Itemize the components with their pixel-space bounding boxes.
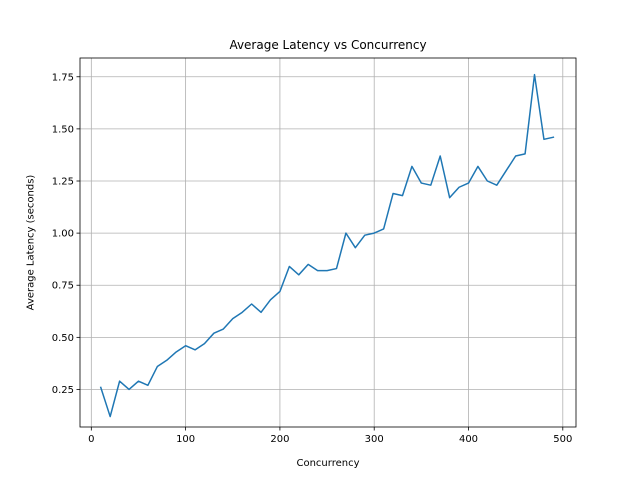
y-tick-label: 1.25 <box>52 177 74 188</box>
y-tick-label: 0.25 <box>52 385 74 396</box>
x-tick-label: 100 <box>176 434 195 445</box>
plot-area-frame <box>79 57 577 428</box>
y-axis-title: Average Latency (seconds) <box>26 175 37 311</box>
plot-lines <box>99 73 555 418</box>
x-tick-label: 500 <box>553 434 572 445</box>
y-tick-label: 0.75 <box>52 281 74 292</box>
x-axis-title: Concurrency <box>296 458 359 469</box>
x-tick-label: 400 <box>459 434 478 445</box>
grid <box>80 58 576 427</box>
x-tick-label: 300 <box>365 434 384 445</box>
x-axis: 0 100 200 300 400 500 <box>88 427 572 445</box>
y-axis: 0.25 0.50 0.75 1.00 1.25 1.50 1.75 <box>52 72 80 396</box>
latency-series-line <box>99 73 555 418</box>
y-tick-label: 1.50 <box>52 124 74 135</box>
x-tick-label: 200 <box>270 434 289 445</box>
x-tick-label: 0 <box>88 434 94 445</box>
chart-title: Average Latency vs Concurrency <box>229 38 426 52</box>
y-tick-label: 1.75 <box>52 72 74 83</box>
y-tick-label: 0.50 <box>52 333 74 344</box>
y-tick-label: 1.00 <box>52 229 74 240</box>
